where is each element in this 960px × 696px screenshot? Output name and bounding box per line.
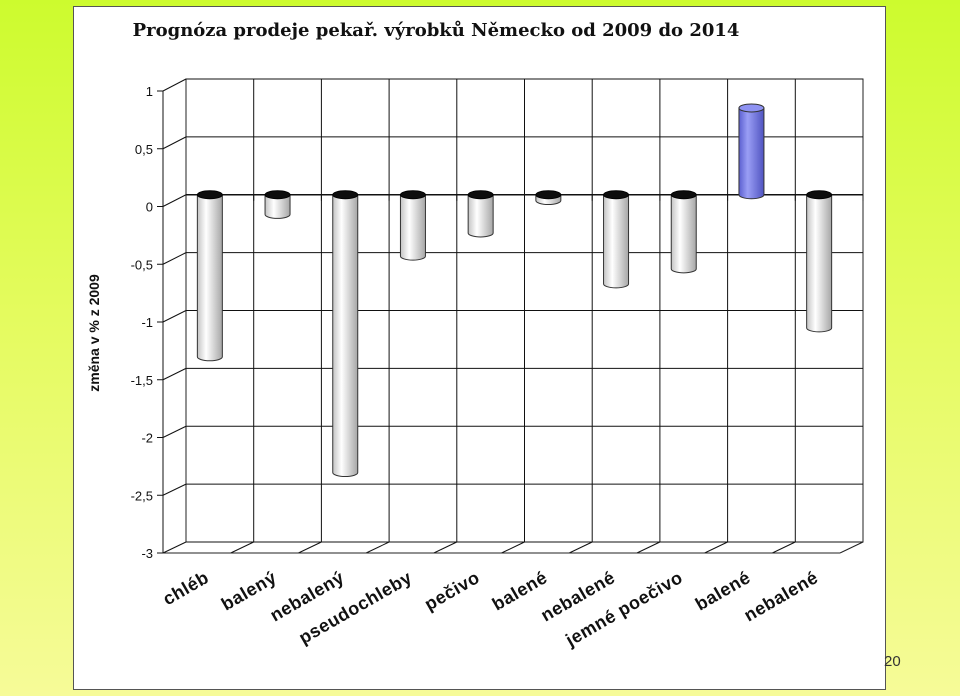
y-tick-label: -3 (141, 546, 153, 561)
bar (467, 190, 494, 238)
bar (670, 190, 697, 274)
floor-divider (298, 541, 322, 554)
page-number: 20 (884, 653, 901, 670)
floor-divider (501, 541, 525, 554)
x-tick-label: jemné poečivo (561, 567, 686, 651)
gridline-side (162, 310, 187, 323)
gridline-side (162, 367, 187, 381)
y-tick-label: -2 (141, 431, 153, 446)
y-tick-label: -1,5 (131, 373, 153, 388)
y-tick-label: 1 (146, 84, 153, 99)
bar-cap (196, 190, 223, 200)
floor-right-edge (839, 541, 864, 554)
bar (332, 190, 359, 478)
bar-cap (332, 190, 359, 200)
bar-body (806, 194, 833, 333)
floor-divider (568, 541, 593, 554)
gridline-side (162, 194, 187, 207)
bar (738, 103, 765, 200)
x-tick-label: chléb (159, 567, 212, 609)
bar (535, 190, 562, 206)
bar-cap (535, 190, 562, 200)
bar-body (738, 107, 765, 200)
gridline-side (162, 541, 187, 554)
y-tick-label: 0,5 (135, 142, 153, 157)
gridline-side (162, 136, 187, 150)
bar (399, 190, 426, 261)
bar-chart: Prognóza prodeje pekař. výrobků Německo … (86, 19, 864, 651)
bar-cap (738, 103, 765, 113)
bar-body (603, 194, 630, 289)
floor-divider (230, 541, 254, 554)
chart-title: Prognóza prodeje pekař. výrobků Německo … (133, 19, 740, 41)
bar (806, 190, 833, 333)
gridline-side (162, 483, 187, 496)
y-tick-label: -2,5 (131, 488, 153, 503)
bar-cap (603, 190, 630, 200)
bar-cap (264, 190, 291, 200)
y-tick-label: -1 (141, 315, 153, 330)
gridline-side (162, 252, 187, 265)
bar-body (264, 194, 291, 219)
gridline-side (162, 425, 187, 438)
y-axis-label: změna v % z 2009 (86, 274, 102, 392)
floor-divider (365, 541, 390, 554)
x-tick-label: pseudochleby (295, 567, 415, 648)
bar-cap (670, 190, 697, 200)
bars (196, 103, 833, 478)
gridline-side (162, 78, 187, 92)
bar (264, 190, 291, 219)
floor-divider (433, 541, 458, 554)
bar-body (670, 194, 697, 274)
floor-divider (772, 541, 796, 554)
floor-divider (636, 541, 661, 554)
bar-cap (399, 190, 426, 200)
x-tick-label: pečivo (421, 567, 483, 614)
bar-cap (467, 190, 494, 200)
bar-body (467, 194, 494, 238)
y-tick-label: 0 (146, 200, 153, 215)
bar-body (332, 194, 359, 478)
floor-divider (704, 541, 728, 554)
chart-panel: Prognóza prodeje pekař. výrobků Německo … (73, 6, 886, 690)
bar (196, 190, 223, 362)
x-tick-label: nebalené (740, 567, 821, 625)
bar-cap (806, 190, 833, 200)
bar (603, 190, 630, 289)
y-tick-label: -0,5 (131, 257, 153, 272)
bar-body (196, 194, 223, 362)
bar-body (399, 194, 426, 261)
